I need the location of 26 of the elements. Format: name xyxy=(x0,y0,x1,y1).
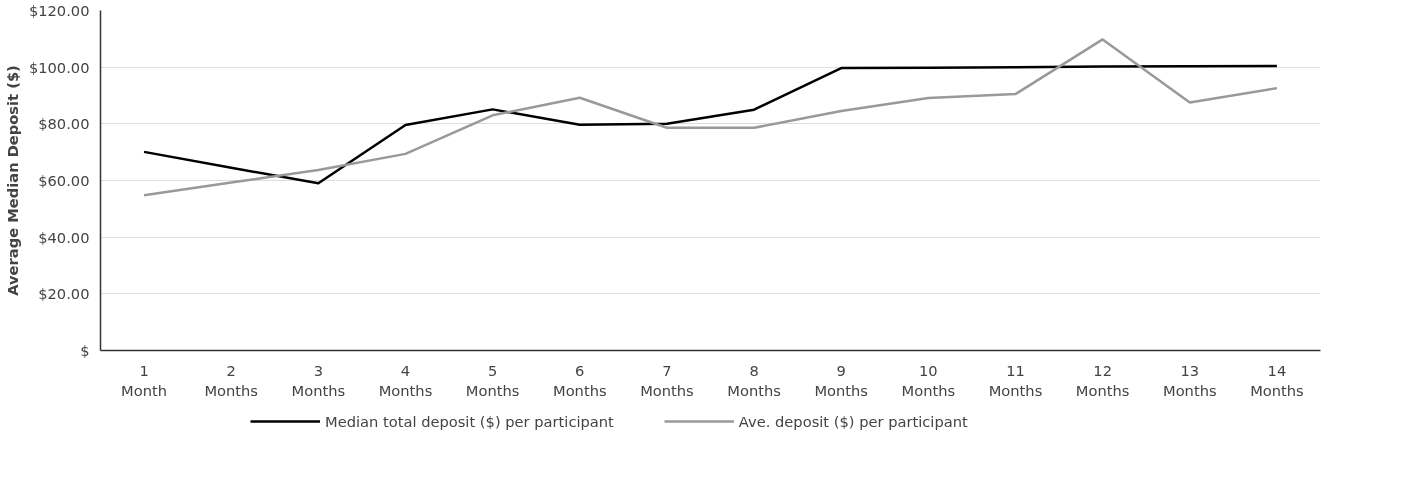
y-tick-label: $ xyxy=(80,342,90,359)
x-tick-label: 9 Months xyxy=(814,361,869,399)
x-tick-label: 12 Months xyxy=(1075,361,1130,399)
y-tick-label: $40.00 xyxy=(38,228,90,246)
y-tick-label: $80.00 xyxy=(38,115,90,133)
y-axis-title: Average Median Deposit ($) xyxy=(3,65,21,296)
x-tick-label: 13 Months xyxy=(1163,361,1217,399)
legend-label: Median total deposit ($) per participant xyxy=(325,412,614,430)
x-tick-label: 8 Months xyxy=(727,361,781,399)
x-tick-label: 14 Months xyxy=(1250,361,1304,399)
y-tick-label: $100.00 xyxy=(28,58,90,76)
x-tick-label: 1 Month xyxy=(121,361,168,399)
legend-label: Ave. deposit ($) per participant xyxy=(738,412,968,430)
line-series xyxy=(142,38,1279,197)
y-tick-label: $60.00 xyxy=(38,172,90,189)
x-tick-label: 6 Months xyxy=(553,361,607,399)
y-tick-label: $120.00 xyxy=(28,2,90,19)
x-tick-label: 7 Months xyxy=(640,361,694,399)
x-tick-label: 11 Months xyxy=(988,361,1043,399)
line-series xyxy=(142,64,1279,185)
x-tick-label: 5 Months xyxy=(465,361,520,399)
x-tick-label: 3 Months xyxy=(291,361,346,399)
x-tick-label: 4 Months xyxy=(378,361,433,399)
x-tick-label: 10 Months xyxy=(901,361,956,399)
x-tick-label: 2 Months xyxy=(204,361,259,399)
y-tick-label: $20.00 xyxy=(38,285,90,303)
